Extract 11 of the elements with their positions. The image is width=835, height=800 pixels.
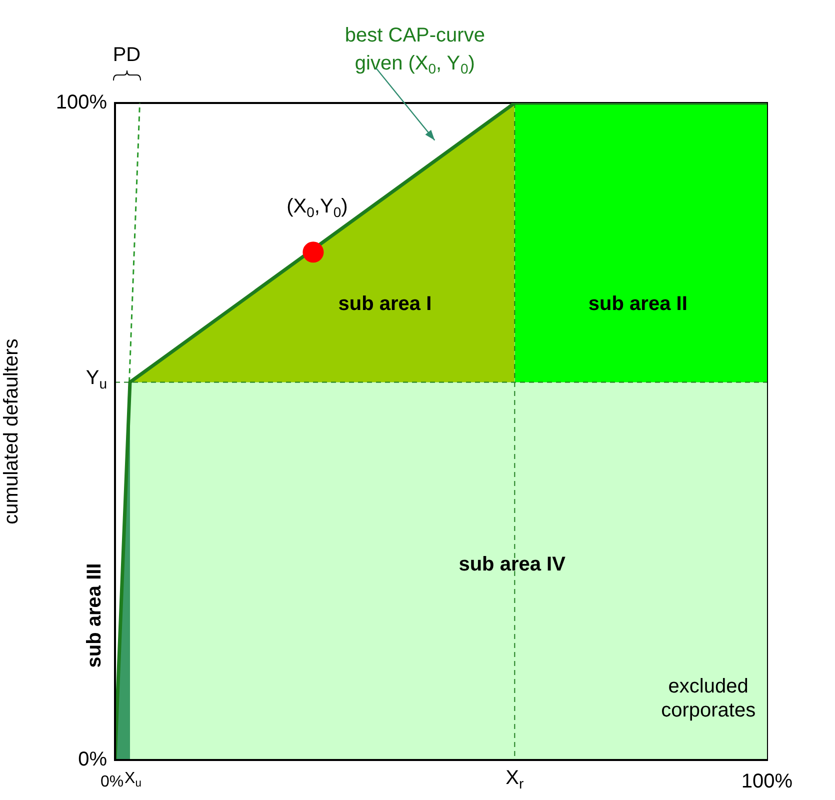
text: PD	[112, 44, 141, 66]
series-label: sub area I	[338, 293, 432, 316]
text: sub area III	[84, 563, 106, 668]
x-tick-label: 100%	[741, 770, 793, 793]
series-label: sub area II	[588, 293, 688, 316]
series-label: sub area IV	[458, 553, 566, 576]
y-axis-title: cumulated defaulters	[0, 338, 23, 524]
y-tick-label: 0%	[78, 748, 108, 771]
y-tick-label: 100%	[56, 92, 108, 114]
annotation: excluded corporates	[661, 675, 756, 722]
x-tick-label: 0%	[100, 773, 124, 790]
